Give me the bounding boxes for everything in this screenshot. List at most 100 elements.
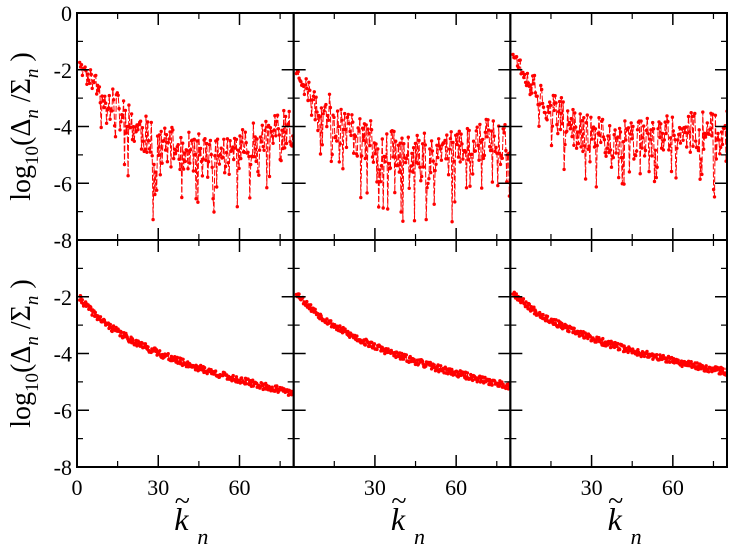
data-point — [364, 123, 368, 127]
data-point — [139, 147, 144, 151]
data-point — [307, 80, 311, 85]
y-tick-label: -8 — [54, 455, 72, 480]
data-point — [687, 364, 691, 368]
data-point — [431, 159, 435, 163]
data-point — [275, 384, 279, 388]
data-point — [580, 119, 584, 123]
data-point — [121, 99, 126, 103]
data-point — [436, 363, 440, 367]
data-point — [402, 142, 406, 146]
data-point — [689, 111, 693, 115]
data-point — [158, 349, 162, 353]
data-point — [140, 341, 144, 345]
data-point — [497, 151, 502, 155]
data-point — [421, 165, 426, 169]
data-point — [157, 133, 162, 137]
data-point — [263, 128, 267, 133]
data-point — [640, 146, 644, 150]
data-point — [181, 357, 185, 361]
data-point — [696, 367, 701, 372]
data-point — [311, 94, 316, 99]
x-tick-label: 30 — [147, 475, 169, 500]
data-point — [80, 73, 85, 78]
data-point — [576, 141, 581, 146]
data-point — [599, 140, 603, 145]
data-point — [560, 122, 564, 126]
data-point — [270, 385, 274, 389]
data-point — [423, 143, 427, 147]
data-point — [273, 114, 277, 118]
data-point — [480, 186, 484, 190]
data-point — [151, 217, 155, 222]
data-point — [215, 185, 219, 189]
data-point — [198, 153, 202, 157]
data-point — [383, 160, 387, 164]
data-point — [360, 126, 365, 130]
data-point — [607, 150, 611, 155]
data-point — [284, 141, 289, 146]
data-point — [344, 145, 349, 150]
data-point — [631, 124, 635, 129]
data-point — [548, 100, 552, 104]
data-point — [676, 138, 680, 142]
data-point — [635, 128, 640, 132]
data-point — [601, 135, 606, 139]
data-point — [721, 367, 725, 371]
data-point — [357, 129, 361, 133]
data-point — [205, 141, 209, 146]
data-point — [483, 375, 487, 380]
panel-r0-c0 — [76, 12, 295, 241]
data-point — [411, 170, 415, 174]
data-point — [664, 131, 668, 136]
data-point — [466, 158, 470, 162]
data-point — [649, 128, 653, 132]
data-point — [503, 123, 507, 127]
data-point — [386, 207, 390, 211]
data-point — [199, 159, 204, 164]
data-point — [334, 134, 338, 138]
data-point — [320, 143, 324, 147]
data-point — [129, 112, 134, 116]
data-point — [675, 146, 679, 150]
data-point — [375, 347, 379, 352]
data-point — [146, 139, 151, 143]
data-point — [406, 135, 410, 139]
data-point — [270, 134, 274, 138]
data-point — [171, 128, 175, 132]
data-point — [604, 154, 608, 158]
data-point — [121, 115, 125, 120]
data-point — [707, 132, 711, 136]
data-point — [412, 219, 417, 223]
data-point — [358, 117, 362, 121]
data-point — [348, 129, 352, 134]
data-point — [641, 136, 645, 140]
data-point — [522, 75, 526, 80]
data-point — [713, 113, 718, 118]
data-point — [545, 314, 550, 319]
data-point — [149, 120, 153, 125]
data-point — [605, 146, 609, 150]
data-point — [578, 112, 582, 116]
x-tick-label: 30 — [364, 475, 386, 500]
data-point — [188, 161, 192, 165]
data-point — [655, 353, 659, 357]
data-point — [695, 361, 699, 365]
data-point — [172, 156, 176, 161]
data-point — [259, 140, 264, 144]
data-point — [672, 133, 676, 138]
data-point — [261, 144, 265, 149]
data-point — [638, 172, 642, 176]
data-point — [237, 166, 241, 171]
data-point — [212, 210, 216, 214]
data-point — [282, 108, 286, 113]
svg-text:n: n — [414, 524, 425, 549]
data-point — [131, 338, 135, 342]
data-point — [152, 162, 156, 167]
data-series — [511, 290, 728, 377]
data-point — [526, 81, 530, 85]
data-point — [432, 202, 436, 206]
data-point — [155, 188, 159, 192]
data-point — [181, 141, 185, 145]
data-point — [630, 137, 634, 141]
data-point — [621, 140, 625, 144]
